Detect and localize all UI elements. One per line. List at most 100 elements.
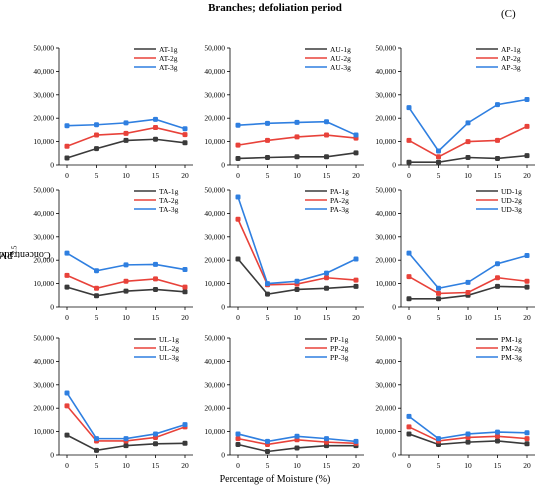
y-tick-label: 0 xyxy=(392,451,396,460)
y-tick-label: 50,000 xyxy=(33,186,54,195)
data-point-PM-1g xyxy=(465,439,471,445)
data-point-UL-1g xyxy=(64,432,70,438)
data-point-UD-3g xyxy=(436,285,441,291)
y-tick-label: 20,000 xyxy=(204,256,225,265)
series-line-UL-2g xyxy=(66,405,186,442)
data-point-PM-2g xyxy=(495,433,500,439)
data-point-PA-1g xyxy=(324,285,329,291)
y-tick-label: 10,000 xyxy=(375,279,396,288)
y-tick-label: 30,000 xyxy=(33,380,54,389)
data-point-PA-1g xyxy=(235,256,241,262)
y-tick-label: 30,000 xyxy=(204,90,225,99)
y-tick-label: 0 xyxy=(50,451,54,460)
data-point-UD-2g xyxy=(524,278,530,284)
data-point-PP-3g xyxy=(235,431,241,437)
x-tick-label: 20 xyxy=(352,171,360,180)
y-tick-label: 10,000 xyxy=(204,427,225,436)
data-point-TA-3g xyxy=(64,250,70,256)
legend-label: PA-2g xyxy=(330,196,349,205)
data-point-PP-1g xyxy=(265,448,270,454)
x-tick-label: 0 xyxy=(236,171,240,180)
data-point-PP-1g xyxy=(235,441,241,447)
x-tick-label: 15 xyxy=(152,461,160,470)
data-point-UL-3g xyxy=(64,390,70,396)
data-point-PP-3g xyxy=(294,433,300,439)
data-point-AP-3g xyxy=(465,120,471,126)
data-point-UL-1g xyxy=(182,440,188,446)
x-tick-label: 10 xyxy=(293,171,301,180)
legend-label: UL-2g xyxy=(159,344,179,353)
y-tick-label: 30,000 xyxy=(33,232,54,241)
legend-label: PM-2g xyxy=(501,344,522,353)
x-tick-label: 0 xyxy=(65,461,69,470)
x-tick-label: 20 xyxy=(523,171,531,180)
y-tick-label: 20,000 xyxy=(375,256,396,265)
data-point-AU-3g xyxy=(324,119,329,125)
panel-tag: (C) xyxy=(501,8,516,20)
y-tick-label: 10,000 xyxy=(375,137,396,146)
x-tick-label: 0 xyxy=(407,171,411,180)
y-tick-label: 20,000 xyxy=(33,256,54,265)
legend-label: PP-2g xyxy=(330,344,349,353)
legend-label: AP-1g xyxy=(501,45,521,54)
data-point-AT-3g xyxy=(64,123,70,129)
data-point-TA-1g xyxy=(64,284,70,290)
y-tick-label: 40,000 xyxy=(204,357,225,366)
y-tick-label: 0 xyxy=(50,161,54,170)
x-tick-label: 15 xyxy=(323,313,331,322)
data-point-AP-3g xyxy=(524,96,530,102)
data-point-TA-1g xyxy=(182,289,188,295)
data-point-PA-3g xyxy=(324,270,329,276)
legend-label: TA-3g xyxy=(159,205,179,214)
y-tick-label: 10,000 xyxy=(33,279,54,288)
y-tick-label: 0 xyxy=(392,303,396,312)
data-point-PA-3g xyxy=(294,278,300,284)
data-point-PA-3g xyxy=(265,281,270,287)
data-point-AU-1g xyxy=(324,154,329,160)
legend-label: AT-3g xyxy=(159,63,178,72)
data-point-AT-2g xyxy=(153,125,158,131)
x-tick-label: 0 xyxy=(65,171,69,180)
legend-label: PA-1g xyxy=(330,187,349,196)
legend-label: AT-2g xyxy=(159,54,178,63)
data-point-TA-2g xyxy=(94,285,99,291)
y-tick-label: 30,000 xyxy=(375,380,396,389)
data-point-PA-1g xyxy=(294,286,300,292)
data-point-AP-1g xyxy=(465,155,471,161)
y-tick-label: 20,000 xyxy=(33,114,54,123)
y-tick-label: 30,000 xyxy=(375,90,396,99)
x-tick-label: 15 xyxy=(494,171,502,180)
x-tick-label: 5 xyxy=(95,461,99,470)
x-tick-label: 20 xyxy=(181,461,189,470)
y-tick-label: 50,000 xyxy=(204,44,225,53)
x-tick-label: 10 xyxy=(122,461,130,470)
chart-panel-5: 0 10,000 20,000 30,000 40,000 50,000 0 5 10 15 20 P… xyxy=(204,186,364,322)
data-point-AP-1g xyxy=(524,153,530,159)
y-tick-label: 30,000 xyxy=(204,232,225,241)
series-line-AT-2g xyxy=(66,126,186,148)
x-tick-label: 10 xyxy=(464,171,472,180)
legend-label: UL-3g xyxy=(159,353,179,362)
data-point-AU-3g xyxy=(265,120,270,126)
y-tick-label: 0 xyxy=(221,451,225,460)
y-tick-label: 20,000 xyxy=(33,404,54,413)
x-tick-label: 20 xyxy=(352,313,360,322)
data-point-TA-3g xyxy=(182,267,188,273)
legend-label: AP-2g xyxy=(501,54,521,63)
series-line-UL-3g xyxy=(66,392,186,440)
data-point-PP-1g xyxy=(294,445,300,451)
y-tick-label: 30,000 xyxy=(33,90,54,99)
legend-label: PP-3g xyxy=(330,353,349,362)
data-point-PP-3g xyxy=(324,436,329,442)
series-line-PA-2g xyxy=(237,218,357,286)
y-tick-label: 40,000 xyxy=(375,67,396,76)
x-tick-label: 5 xyxy=(266,313,270,322)
data-point-AT-3g xyxy=(94,122,99,128)
y-tick-label: 0 xyxy=(221,161,225,170)
y-tick-label: 10,000 xyxy=(204,137,225,146)
data-point-AP-2g xyxy=(524,123,530,129)
data-point-UL-3g xyxy=(94,436,99,442)
x-tick-label: 5 xyxy=(95,171,99,180)
data-point-PP-3g xyxy=(353,438,359,444)
